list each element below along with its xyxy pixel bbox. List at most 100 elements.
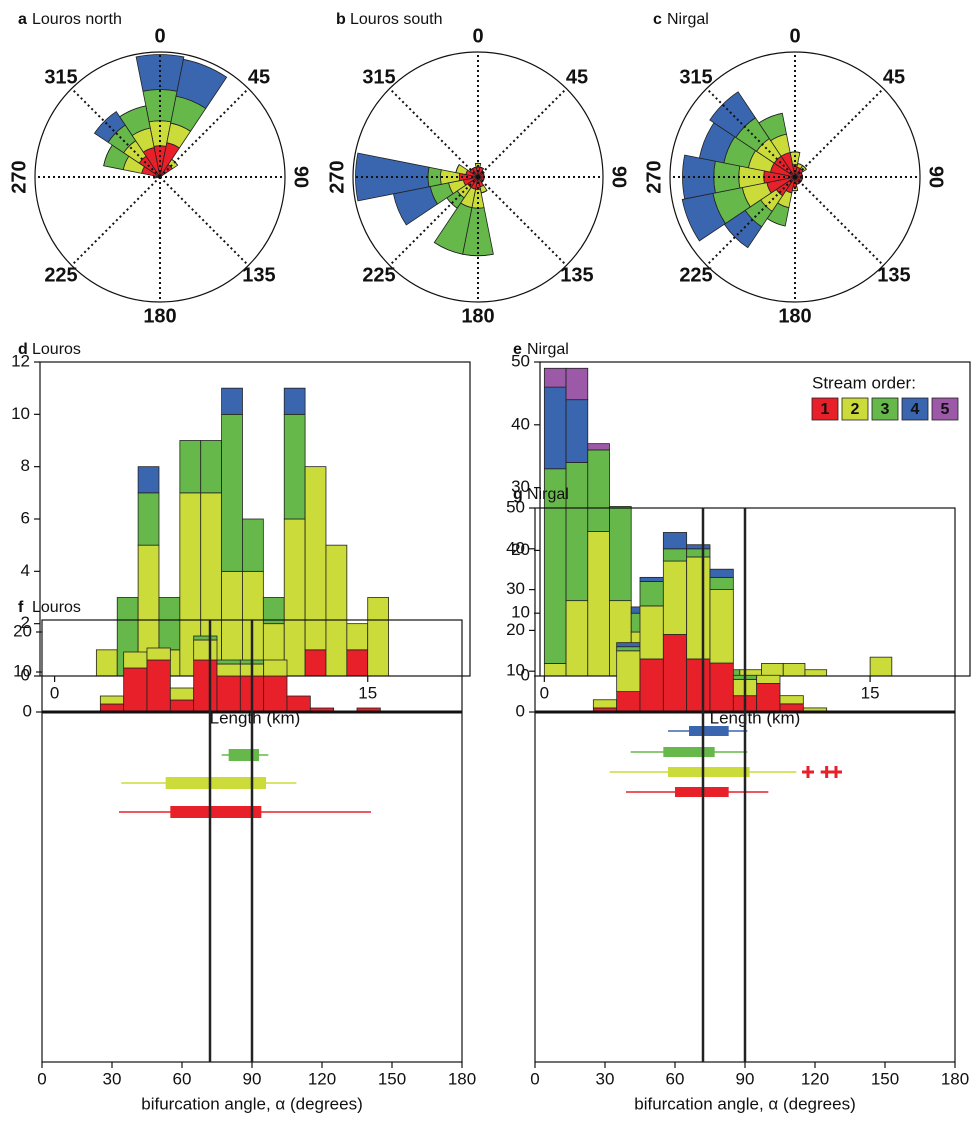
- rose-spoke: [70, 176, 161, 267]
- panel-title: Louros: [32, 599, 81, 616]
- angle-label: 315: [362, 66, 395, 88]
- rose-panel: c Nirgal 0 45 90 135 180 225 270 315: [643, 11, 946, 327]
- x-tick-label: 60: [173, 1069, 192, 1088]
- y-tick-label: 40: [506, 538, 525, 557]
- rose-wedge: [758, 112, 783, 124]
- rose-panel: a Louros north 0 45 90 135 180 225 270 315: [8, 11, 311, 327]
- hist-bar: [543, 386, 567, 470]
- y-tick-label: 8: [21, 456, 30, 475]
- legend-swatch: [811, 397, 839, 421]
- rose-circle: [34, 51, 286, 303]
- angle-label: 270: [326, 160, 348, 193]
- legend-label: 1: [821, 401, 830, 418]
- legend-label: 3: [881, 401, 890, 418]
- hist-bar: [782, 663, 806, 677]
- rose-spoke: [159, 87, 250, 178]
- hist-bar: [686, 658, 711, 713]
- angle-label: 45: [248, 66, 270, 88]
- angle-label: 135: [560, 264, 593, 286]
- angle-label: 90: [608, 166, 630, 188]
- hist-bar: [639, 605, 664, 660]
- hist-bar: [216, 659, 241, 665]
- y-tick-label: 0: [516, 701, 525, 720]
- panel-title: Louros south: [350, 11, 443, 28]
- angle-label: 135: [242, 264, 275, 286]
- x-tick-label: 15: [861, 683, 880, 702]
- x-tick-label: 150: [871, 1069, 899, 1088]
- hist-bar: [221, 387, 243, 415]
- y-tick-label: 0: [23, 701, 32, 720]
- hist-bar: [662, 548, 688, 562]
- hist-bar: [99, 695, 125, 705]
- x-tick-label: 60: [666, 1069, 685, 1088]
- hist-bar: [346, 623, 369, 651]
- y-tick-label: 20: [506, 620, 525, 639]
- hist-bar: [169, 699, 195, 713]
- hist-bar: [639, 581, 664, 607]
- panel-letter: c: [653, 11, 662, 28]
- angle-label: 270: [643, 160, 665, 193]
- hist-bar: [137, 466, 160, 494]
- x-tick-label: 0: [530, 1069, 539, 1088]
- y-tick-label: 10: [511, 603, 530, 622]
- y-tick-label: 0: [521, 665, 530, 684]
- hist-bar: [367, 597, 389, 677]
- hist-bar: [304, 466, 327, 651]
- box: [170, 806, 262, 818]
- legend-swatch: [901, 397, 929, 421]
- hist-bar: [304, 649, 327, 677]
- hist-bar: [200, 440, 223, 494]
- y-tick-label: 10: [11, 404, 30, 423]
- x-tick-label: 0: [37, 1069, 46, 1088]
- rose-wedge: [455, 164, 460, 173]
- hist-bar: [283, 518, 306, 677]
- hist-bar: [609, 506, 632, 602]
- hist-bar: [686, 556, 711, 660]
- legend-swatch: [931, 397, 959, 421]
- outlier: [830, 766, 842, 778]
- hist-bar: [565, 399, 589, 463]
- box: [663, 747, 715, 757]
- y-tick-label: 30: [506, 579, 525, 598]
- x-tick-label: 0: [50, 683, 59, 702]
- rose-spoke: [794, 176, 885, 267]
- rose-spoke: [159, 176, 250, 267]
- x-tick-label: 30: [596, 1069, 615, 1088]
- hist-bar: [587, 443, 610, 451]
- angle-label: 315: [679, 66, 712, 88]
- angle-label: 180: [143, 305, 176, 327]
- hist-bar: [242, 518, 264, 572]
- rose-wedge: [472, 166, 477, 170]
- hist-bar: [216, 675, 241, 713]
- box: [668, 767, 750, 777]
- panel-letter: d: [18, 341, 28, 358]
- rose-spoke: [70, 87, 161, 178]
- box: [165, 777, 266, 789]
- y-tick-label: 30: [511, 477, 530, 496]
- hist-bar: [123, 667, 148, 713]
- x-tick-label: 180: [448, 1069, 476, 1088]
- x-tick-label: 120: [308, 1069, 336, 1088]
- rose-spoke: [388, 87, 479, 178]
- hist-bar: [587, 531, 610, 677]
- hist-bar: [346, 649, 369, 677]
- x-axis-label: bifurcation angle, α (degrees): [141, 1094, 363, 1113]
- box: [228, 749, 259, 761]
- rose-wedge: [135, 54, 185, 92]
- rose-circle: [669, 51, 921, 303]
- panel-title: Nirgal: [667, 11, 709, 28]
- hist-bar: [616, 642, 641, 648]
- y-tick-label: 12: [11, 351, 30, 370]
- hist-bar: [565, 600, 589, 677]
- hist-bar: [756, 683, 781, 713]
- legend-label: 4: [911, 401, 920, 418]
- legend-label: 2: [851, 401, 860, 418]
- rose-wedge: [481, 170, 485, 174]
- angle-label: 180: [461, 305, 494, 327]
- angle-label: 90: [290, 166, 312, 188]
- x-tick-label: 120: [801, 1069, 829, 1088]
- hist-bar: [543, 663, 567, 677]
- angle-label: 225: [362, 264, 395, 286]
- rose-panel: b Louros south 0 45 90 135 180 225 270 315: [326, 11, 629, 327]
